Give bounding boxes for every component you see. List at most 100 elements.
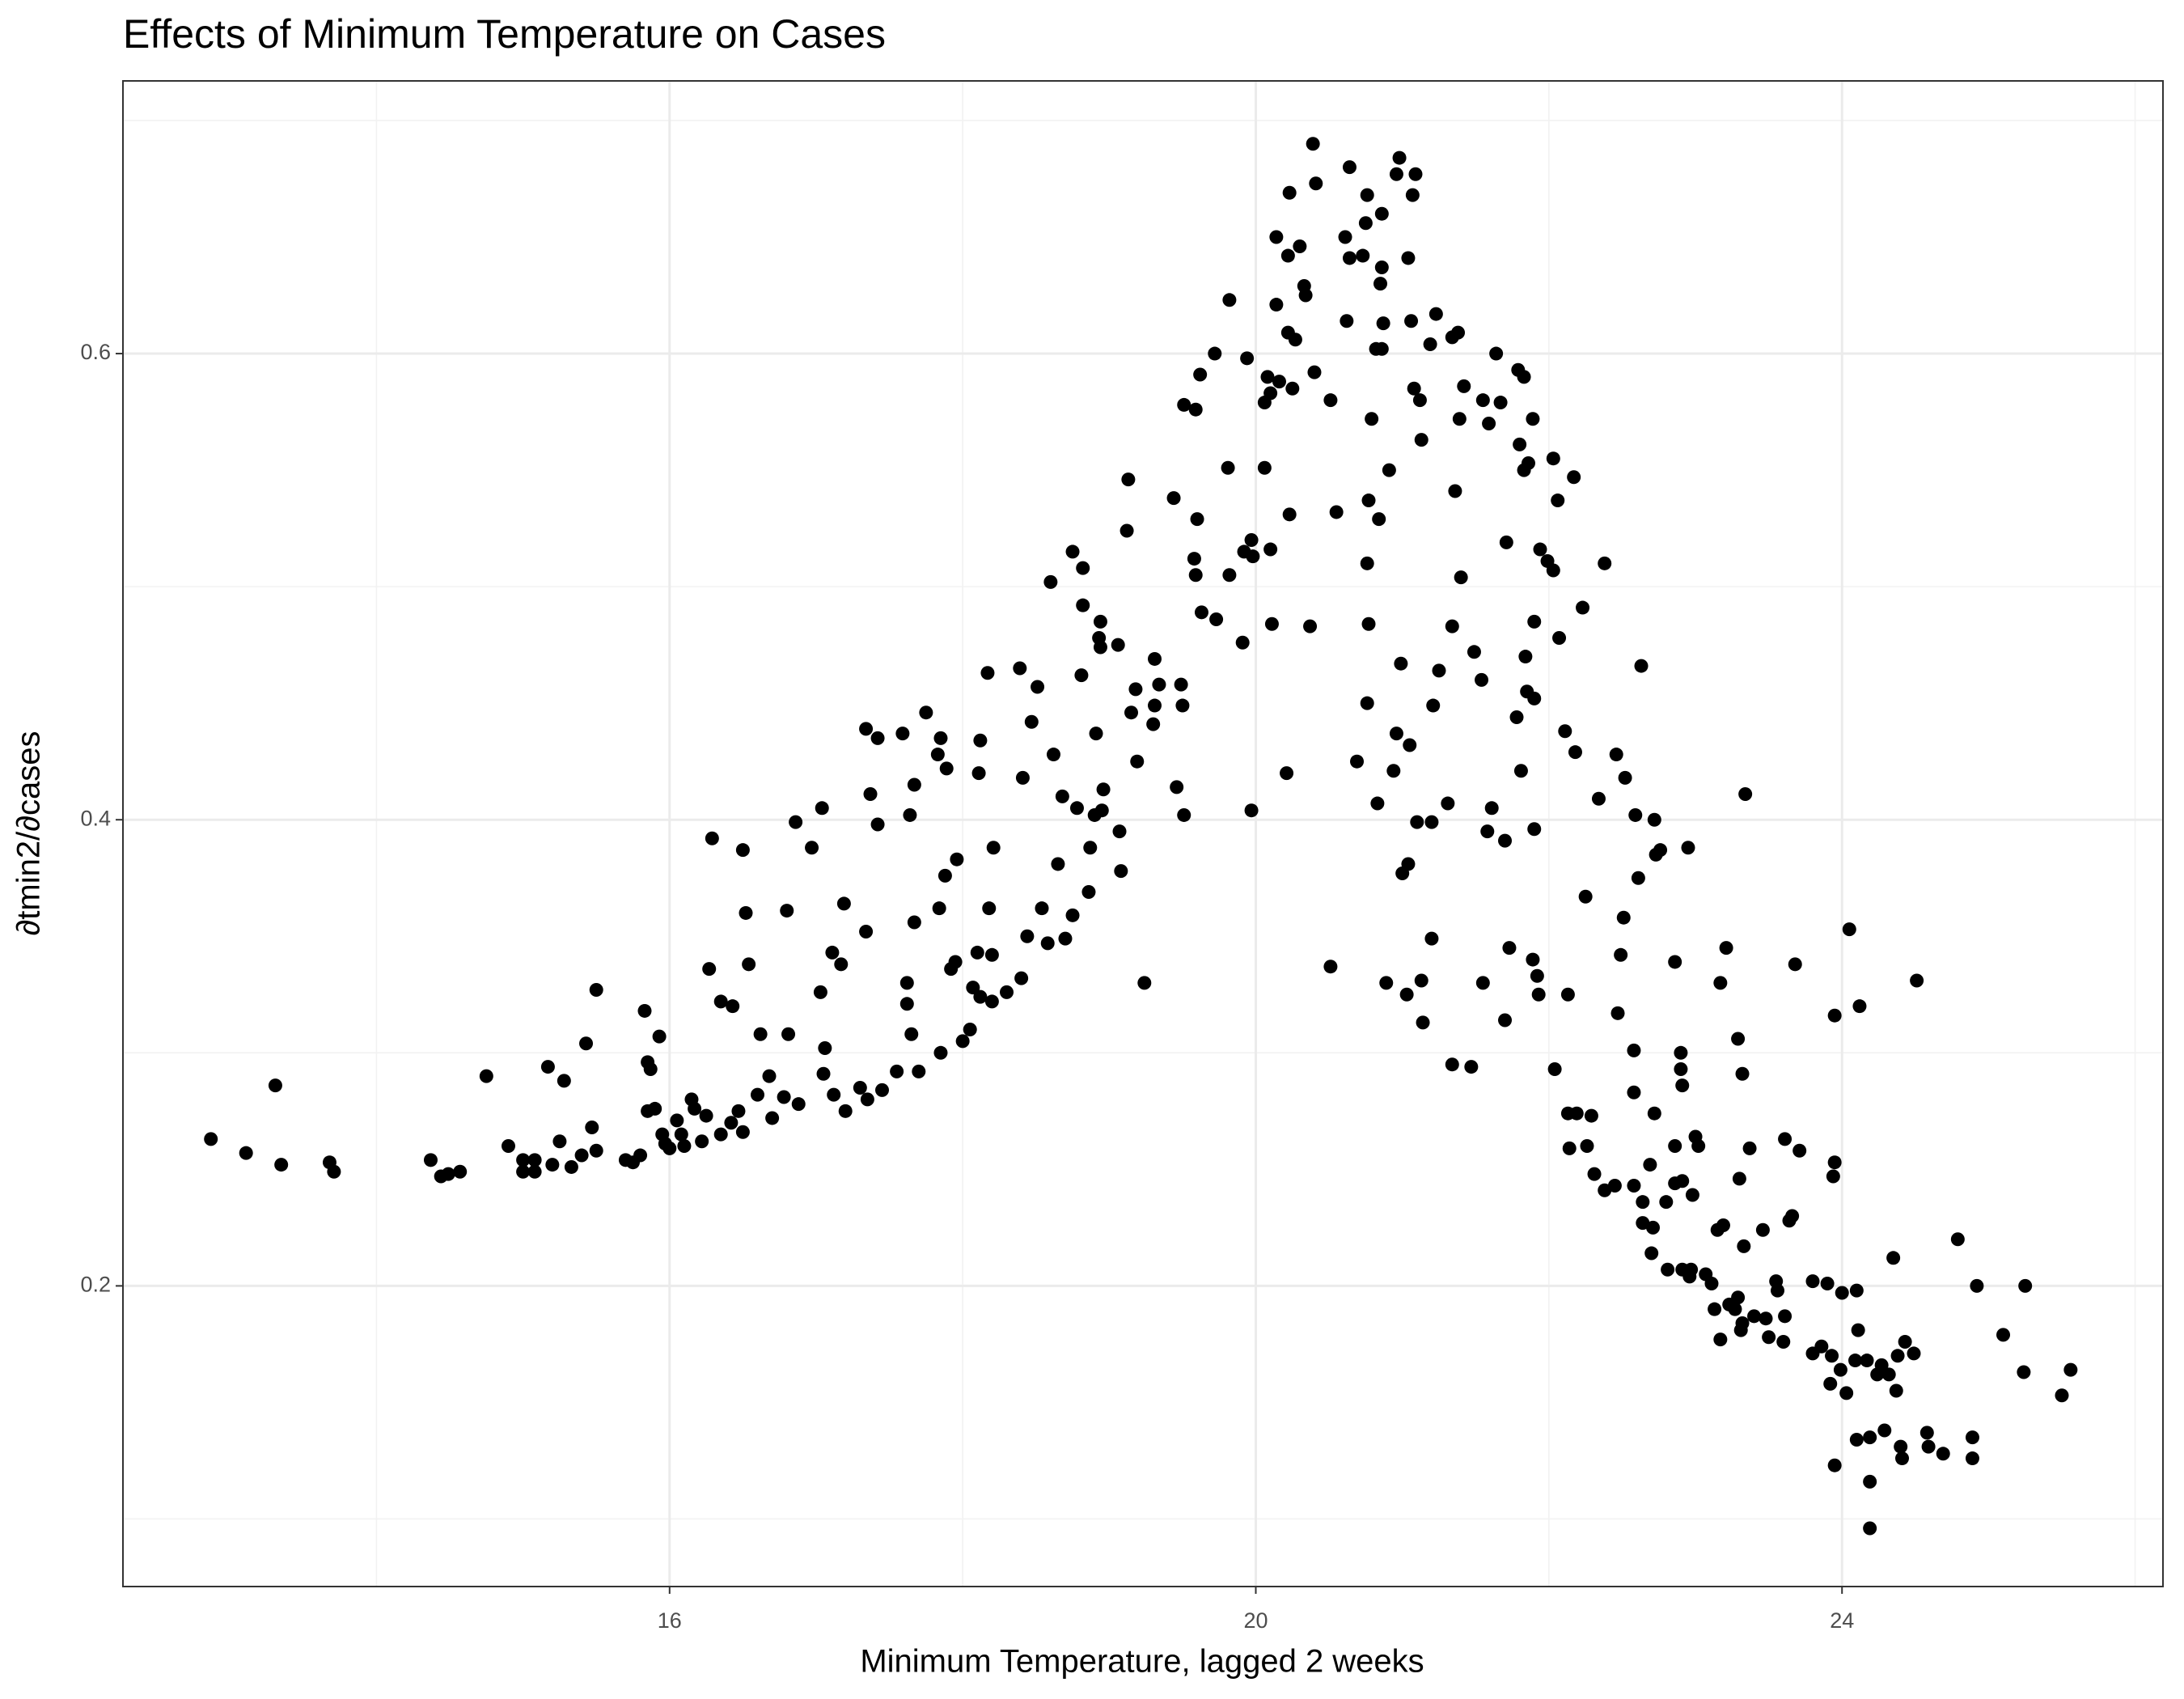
point	[1886, 1251, 1901, 1265]
point	[1365, 412, 1379, 426]
point	[1120, 523, 1134, 538]
point	[1188, 568, 1203, 583]
point	[1863, 1430, 1877, 1445]
point	[1636, 1195, 1650, 1210]
point	[1814, 1339, 1829, 1354]
point	[1713, 1333, 1728, 1347]
point	[1389, 167, 1403, 181]
point	[1395, 866, 1410, 880]
point	[1482, 416, 1496, 430]
point	[1089, 727, 1103, 741]
point	[1263, 386, 1278, 400]
point	[1096, 782, 1111, 797]
point	[1190, 512, 1204, 527]
point	[453, 1164, 468, 1179]
point	[1128, 682, 1143, 697]
point	[637, 1003, 652, 1018]
point	[1584, 1108, 1598, 1123]
point	[816, 1066, 831, 1081]
point	[1374, 341, 1389, 356]
point	[1598, 1183, 1612, 1197]
point	[1996, 1328, 2011, 1342]
point	[1410, 815, 1424, 829]
point	[1636, 1216, 1650, 1231]
point	[765, 1111, 780, 1125]
point	[1399, 987, 1414, 1002]
point	[1246, 549, 1260, 564]
point	[1193, 367, 1208, 382]
point	[1441, 796, 1455, 811]
point	[670, 1113, 684, 1128]
point	[648, 1101, 662, 1116]
point	[1020, 929, 1035, 943]
point	[1457, 379, 1471, 393]
point	[713, 1127, 728, 1142]
y-tick-label: 0.2	[80, 1273, 111, 1297]
point	[1776, 1335, 1791, 1349]
point	[1668, 1139, 1682, 1154]
point	[1076, 561, 1090, 575]
point	[1842, 922, 1856, 937]
point	[1738, 787, 1753, 802]
point	[1833, 1362, 1848, 1377]
point	[1552, 631, 1567, 646]
point	[1668, 1176, 1682, 1191]
point	[1404, 314, 1419, 328]
point	[1024, 714, 1039, 729]
point	[1112, 824, 1127, 839]
point	[1177, 807, 1191, 822]
point	[780, 904, 794, 918]
point	[1013, 661, 1027, 676]
point	[204, 1132, 218, 1146]
point	[1849, 1283, 1864, 1298]
point	[1093, 640, 1107, 655]
point	[1423, 337, 1437, 352]
point	[705, 831, 719, 845]
point	[1898, 1335, 1912, 1349]
point	[1222, 568, 1237, 583]
point	[1360, 188, 1374, 202]
point	[1445, 619, 1459, 633]
point	[441, 1167, 455, 1181]
point	[1350, 754, 1365, 769]
point	[1735, 1066, 1750, 1081]
point	[1452, 412, 1467, 426]
point	[1170, 780, 1184, 794]
point	[585, 1120, 599, 1134]
point	[781, 1027, 796, 1041]
point	[1827, 1155, 1842, 1170]
point	[1389, 727, 1403, 741]
point	[1370, 796, 1385, 811]
point	[933, 731, 948, 745]
point	[1424, 931, 1439, 946]
point	[677, 1139, 692, 1154]
point	[1263, 542, 1278, 557]
point	[1498, 833, 1513, 848]
point	[904, 1027, 919, 1041]
point	[1035, 901, 1049, 916]
point	[1475, 393, 1490, 408]
point	[1031, 680, 1045, 694]
point	[1895, 1451, 1910, 1466]
point	[1382, 463, 1396, 477]
point	[1081, 885, 1096, 900]
point	[1235, 635, 1250, 650]
x-tick-label: 24	[1830, 1608, 1854, 1633]
point	[1244, 803, 1259, 818]
point	[1260, 370, 1275, 384]
point	[1769, 1274, 1784, 1289]
point	[1269, 298, 1284, 312]
point	[1498, 1013, 1513, 1027]
point	[1659, 1195, 1674, 1210]
point	[1293, 239, 1307, 254]
point	[1416, 1015, 1430, 1030]
point	[1306, 137, 1320, 151]
point	[853, 1081, 867, 1095]
point	[1631, 871, 1645, 885]
point	[1187, 552, 1201, 566]
y-tick-label: 0.4	[80, 806, 111, 830]
point	[1272, 375, 1286, 389]
point	[1826, 1169, 1840, 1184]
point	[1414, 433, 1428, 447]
